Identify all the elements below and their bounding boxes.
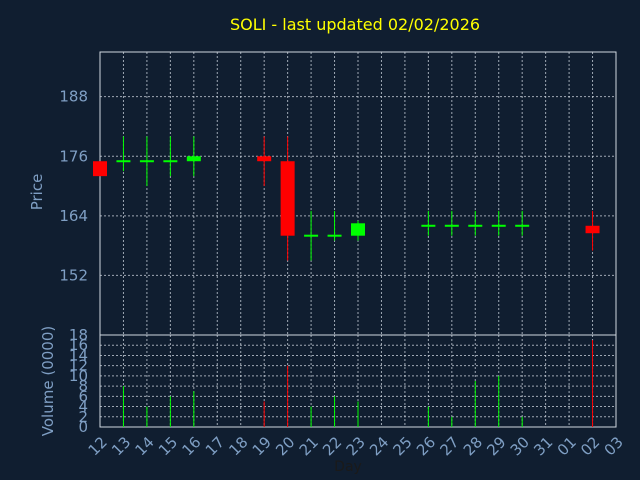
volume-tick-label: 0 — [78, 418, 88, 436]
volume-tick-label: 10 — [69, 367, 88, 385]
candle-body — [163, 160, 178, 163]
candle-body — [186, 156, 201, 162]
x-tick-label: 29 — [483, 433, 509, 459]
volume-tick-label: 2 — [78, 408, 88, 426]
candle-body — [468, 224, 483, 227]
x-tick-label: 25 — [390, 433, 416, 459]
x-tick-label: 31 — [530, 433, 556, 459]
price-y-axis: 152 164 176 188 — [59, 88, 88, 285]
price-grid — [99, 52, 617, 335]
volume-bars — [122, 340, 594, 427]
x-tick-label: 19 — [249, 433, 275, 459]
x-tick-label: 24 — [366, 433, 392, 459]
x-axis-label: Day — [334, 459, 362, 475]
price-tick-label: 188 — [59, 88, 88, 106]
candle-body — [93, 161, 107, 177]
price-axis-label: Price — [28, 174, 46, 211]
x-tick-label: 20 — [272, 433, 298, 459]
candle-body — [515, 224, 530, 227]
x-tick-label: 27 — [436, 433, 462, 459]
price-tick-label: 152 — [59, 266, 88, 284]
volume-tick-label: 14 — [69, 346, 88, 364]
volume-axis-label: Volume (0000) — [39, 326, 57, 436]
price-tick-label: 176 — [59, 147, 88, 165]
candle-body — [280, 161, 295, 236]
candle-body — [327, 234, 342, 237]
x-tick-label: 17 — [202, 433, 228, 459]
x-tick-label: 14 — [132, 433, 158, 459]
candle-body — [304, 234, 319, 237]
candle-body — [421, 224, 436, 227]
x-tick-label: 21 — [296, 433, 322, 459]
x-tick-label: 30 — [507, 433, 533, 459]
x-tick-label: 01 — [554, 433, 580, 459]
volume-tick-label: 12 — [69, 357, 88, 375]
chart-title: SOLI - last updated 02/02/2026 — [230, 15, 480, 34]
candles — [93, 136, 600, 261]
candle-body — [116, 160, 131, 163]
candle-body — [351, 223, 365, 236]
volume-tick-label: 4 — [78, 398, 88, 416]
volume-tick-label: 6 — [78, 387, 88, 405]
x-tick-label: 15 — [155, 433, 181, 459]
candle-body — [585, 225, 600, 234]
x-tick-label: 12 — [85, 433, 111, 459]
candle-body — [139, 160, 154, 163]
x-tick-label: 23 — [343, 433, 369, 459]
x-tick-label: 16 — [178, 433, 204, 459]
x-tick-label: 03 — [601, 433, 627, 459]
volume-tick-label: 8 — [78, 377, 88, 395]
candle-body — [257, 156, 272, 162]
x-tick-label: 13 — [108, 433, 134, 459]
x-tick-label: 22 — [319, 433, 345, 459]
x-axis: 1213141516171819202122232425262728293031… — [85, 433, 627, 459]
x-tick-label: 18 — [225, 433, 251, 459]
candle-body — [491, 224, 506, 227]
x-tick-label: 26 — [413, 433, 439, 459]
candle-body — [444, 224, 459, 227]
price-tick-label: 164 — [59, 207, 88, 225]
volume-tick-label: 16 — [69, 336, 88, 354]
x-tick-label: 28 — [460, 433, 486, 459]
volume-tick-label: 18 — [69, 326, 88, 344]
x-tick-label: 02 — [577, 433, 603, 459]
